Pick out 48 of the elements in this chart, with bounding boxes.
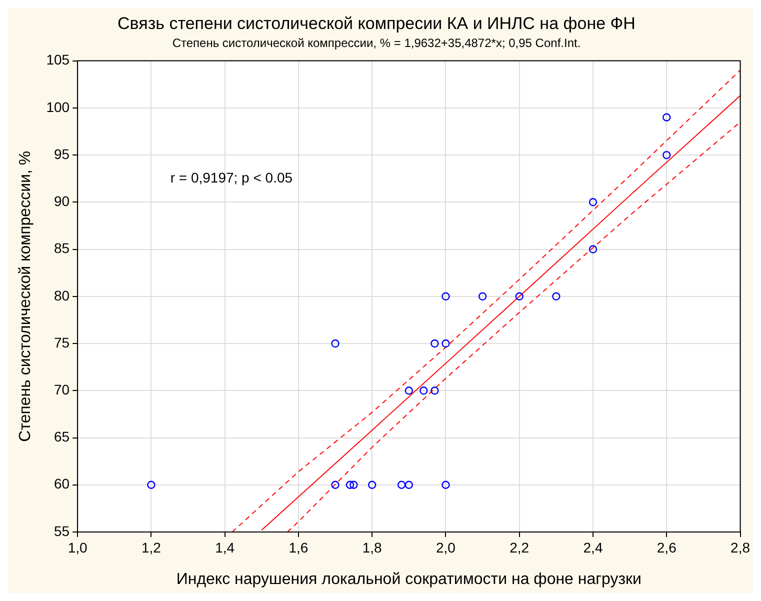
x-tick-label: 1,4 [215,539,235,556]
x-tick-label: 2,6 [656,539,677,556]
point [404,386,414,395]
point [442,292,450,300]
point [404,480,414,489]
x-tick-label: 2,0 [436,539,456,556]
point [147,480,156,489]
chart-subtitle: Степень систолической компрессии, % = 1,9632+35,4872*x; 0,95 Conf.Int. [172,36,581,50]
y-axis-title: Степень систолической компрессии, % [17,150,34,442]
point [442,339,450,348]
point [588,198,598,206]
x-tick-label: 1,6 [288,539,308,556]
point [420,386,428,395]
point [588,245,598,254]
y-tick-label: 75 [54,334,70,350]
y-tick-label: 95 [54,146,70,162]
annotation: r = 0,9197; p < 0.05 [170,169,293,186]
point [331,480,340,489]
x-tick-label: 2,2 [510,539,530,556]
y-tick-label: 90 [54,193,70,210]
x-tick-label: 1,2 [141,539,162,556]
y-tick-label: 85 [54,240,70,256]
point [368,480,376,489]
y-tick-label: 55 [54,522,70,539]
point [346,480,354,489]
y-tick-label: 100 [46,98,70,115]
x-tick-label: 2,4 [583,539,603,556]
y-tick-label: 60 [54,476,70,492]
x-tick-label: 2,8 [730,539,750,556]
chart-title: Связь степени систолической компресии КА и ИНЛС на фоне ФН [118,14,636,33]
point [430,339,439,348]
y-tick-label: 105 [46,52,70,68]
point [662,113,671,122]
point [515,292,524,300]
x-tick-label: 1,0 [68,539,88,556]
point [350,480,358,489]
point [442,480,450,489]
point [430,386,439,395]
y-tick-label: 70 [54,382,70,398]
point [662,150,671,160]
point [331,339,340,348]
x-axis-title: Индекс нарушения локальной сократимости на фоне нагрузки [176,570,642,588]
point [552,292,560,300]
x-tick-label: 1,8 [362,539,382,556]
point [478,292,487,300]
y-tick-label: 65 [54,428,70,445]
point [397,480,406,489]
y-tick-label: 80 [54,287,70,304]
